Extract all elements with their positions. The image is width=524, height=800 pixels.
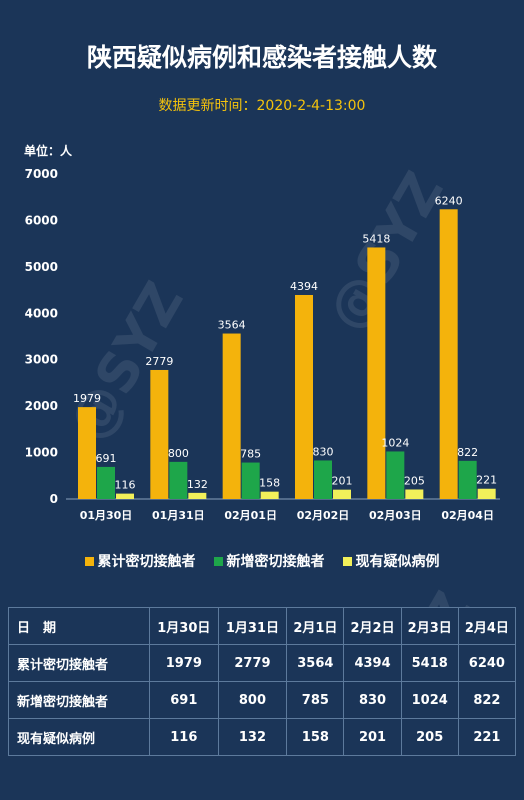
bar <box>405 489 424 499</box>
data-label: 1024 <box>381 436 409 449</box>
data-label: 785 <box>240 448 261 461</box>
bar <box>386 451 405 499</box>
table-cell: 6240 <box>457 644 517 682</box>
data-label: 6240 <box>435 194 463 207</box>
bar <box>116 493 134 499</box>
legend-label-cumulative: 累计密切接触者 <box>97 554 196 570</box>
x-tick-label: 02月04日 <box>441 509 494 522</box>
table-cell: 116 <box>149 718 219 756</box>
table-col-header: 1月31日 <box>217 607 288 645</box>
table-cell: 221 <box>457 718 517 756</box>
table-col-header: 2月3日 <box>400 607 459 645</box>
data-label: 830 <box>313 445 334 458</box>
bar <box>150 369 169 499</box>
table-col-header: 2月1日 <box>286 607 345 645</box>
bar <box>295 294 313 499</box>
table-cell: 5418 <box>400 644 459 682</box>
legend-label-new: 新增密切接触者 <box>226 554 325 570</box>
y-tick-label: 0 <box>50 492 58 506</box>
x-tick-label: 02月02日 <box>297 509 350 522</box>
legend-swatch-new <box>213 556 223 566</box>
data-label: 5418 <box>362 232 390 245</box>
table-row-label: 累计密切接触者 <box>8 644 150 682</box>
bar <box>367 247 386 499</box>
table-row: 累计密切接触者 1979 2779 3564 4394 5418 6240 <box>8 644 517 682</box>
table-cell: 1024 <box>400 681 459 719</box>
x-tick-label: 02月03日 <box>369 509 422 522</box>
bar <box>477 488 496 499</box>
table-cell: 691 <box>149 681 219 719</box>
legend: 累计密切接触者 新增密切接触者 现有疑似病例 <box>0 551 524 571</box>
data-label: 221 <box>476 474 497 487</box>
data-label: 158 <box>259 477 280 490</box>
table-cell: 3564 <box>286 644 345 682</box>
table-row: 新增密切接触者 691 800 785 830 1024 822 <box>8 681 517 719</box>
legend-item-cumulative: 累计密切接触者 <box>84 551 196 571</box>
bar <box>260 491 279 499</box>
data-label: 822 <box>457 446 478 459</box>
legend-item-new: 新增密切接触者 <box>213 551 325 571</box>
bar <box>314 460 332 499</box>
data-label: 1979 <box>73 392 101 405</box>
bar <box>97 466 115 499</box>
data-label: 691 <box>96 452 117 465</box>
data-label: 205 <box>404 474 425 487</box>
y-tick-label: 7000 <box>25 167 58 181</box>
y-tick-label: 5000 <box>25 260 58 274</box>
data-label: 2779 <box>145 355 173 368</box>
data-table: 日 期 1月30日 1月31日 2月1日 2月2日 2月3日 2月4日 累计密切… <box>8 607 517 756</box>
table-cell: 2779 <box>217 644 288 682</box>
table-cell: 158 <box>286 718 345 756</box>
table-row-label: 新增密切接触者 <box>8 681 150 719</box>
y-tick-label: 2000 <box>25 399 58 413</box>
legend-label-suspected: 现有疑似病例 <box>355 554 440 570</box>
table-cell: 800 <box>217 681 288 719</box>
y-tick-label: 1000 <box>25 446 58 460</box>
table-row-label: 现有疑似病例 <box>8 718 150 756</box>
data-label: 800 <box>168 447 189 460</box>
y-tick-label: 3000 <box>25 353 58 367</box>
table-cell: 830 <box>343 681 402 719</box>
table-cell: 1979 <box>149 644 219 682</box>
bar <box>439 209 458 499</box>
unit-label: 单位：人 <box>24 144 73 158</box>
bar <box>241 462 260 499</box>
table-cell: 132 <box>217 718 288 756</box>
table-col-header: 2月4日 <box>457 607 517 645</box>
legend-swatch-cumulative <box>84 556 94 566</box>
x-tick-label: 01月30日 <box>80 509 133 522</box>
data-label: 3564 <box>218 319 246 332</box>
table-cell: 205 <box>400 718 459 756</box>
table-cell: 4394 <box>343 644 402 682</box>
x-tick-label: 02月01日 <box>224 509 277 522</box>
table-row: 现有疑似病例 116 132 158 201 205 221 <box>8 718 517 756</box>
data-label: 116 <box>115 479 136 492</box>
y-tick-label: 4000 <box>25 306 58 320</box>
chart-title: 陕西疑似病例和感染者接触人数 <box>86 43 437 72</box>
y-tick-label: 6000 <box>25 213 58 227</box>
bar <box>188 492 207 499</box>
legend-swatch-suspected <box>342 556 352 566</box>
table-header-row: 日 期 1月30日 1月31日 2月1日 2月2日 2月3日 2月4日 <box>8 607 517 645</box>
table-col-header: 2月2日 <box>343 607 402 645</box>
x-tick-label: 01月31日 <box>152 509 205 522</box>
data-label: 132 <box>187 478 208 491</box>
bar <box>333 489 351 499</box>
table-cell: 822 <box>457 681 517 719</box>
bar <box>169 461 188 499</box>
legend-item-suspected: 现有疑似病例 <box>342 551 440 571</box>
update-time: 数据更新时间：2020-2-4-13:00 <box>158 98 366 114</box>
data-label: 201 <box>332 475 353 488</box>
table-cell: 785 <box>286 681 345 719</box>
bar <box>458 460 477 499</box>
bar <box>222 333 241 499</box>
table-header-date: 日 期 <box>8 607 150 645</box>
bar <box>78 407 96 499</box>
data-label: 4394 <box>290 280 318 293</box>
bar-chart: 0 1000 2000 3000 4000 5000 6000 7000 1979 691 116 0… <box>25 167 500 522</box>
table-col-header: 1月30日 <box>149 607 219 645</box>
table-cell: 201 <box>343 718 402 756</box>
